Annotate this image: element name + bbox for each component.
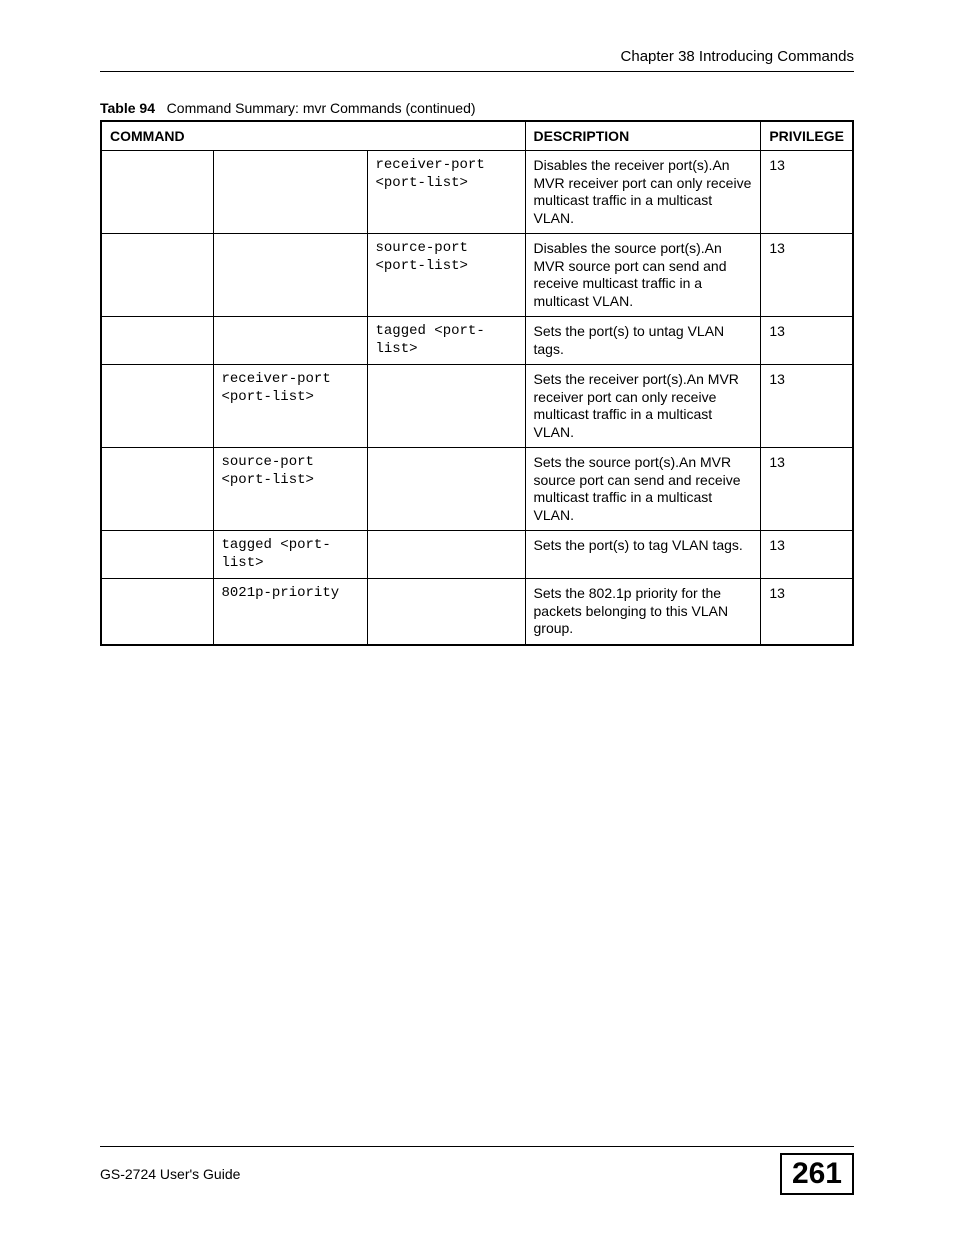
table-caption-text: Command Summary: mvr Commands (continued… — [167, 100, 476, 116]
page-container: Chapter 38 Introducing Commands Table 94… — [0, 0, 954, 1235]
header-description: DESCRIPTION — [525, 121, 761, 151]
priv-cell: 13 — [761, 151, 853, 234]
desc-cell: Sets the port(s) to tag VLAN tags. — [525, 531, 761, 579]
header-command: COMMAND — [101, 121, 525, 151]
footer-guide: GS-2724 User's Guide — [100, 1166, 240, 1182]
cmd-col-3 — [367, 579, 525, 645]
desc-cell: Sets the receiver port(s).An MVR receive… — [525, 365, 761, 448]
priv-cell: 13 — [761, 234, 853, 317]
page-number: 261 — [780, 1153, 854, 1195]
cmd-col-1 — [101, 365, 213, 448]
priv-cell: 13 — [761, 579, 853, 645]
table-caption: Table 94 Command Summary: mvr Commands (… — [100, 100, 854, 116]
table-row: source-port <port-list> Sets the source … — [101, 448, 853, 531]
cmd-col-1 — [101, 151, 213, 234]
cmd-col-2: receiver-port <port-list> — [213, 365, 367, 448]
header-row: Chapter 38 Introducing Commands — [100, 48, 854, 72]
desc-cell: Disables the source port(s).An MVR sourc… — [525, 234, 761, 317]
table-row: 8021p-priority Sets the 802.1p priority … — [101, 579, 853, 645]
cmd-col-1 — [101, 317, 213, 365]
cmd-col-2 — [213, 317, 367, 365]
table-row: receiver-port <port-list> Disables the r… — [101, 151, 853, 234]
header-privilege: PRIVILEGE — [761, 121, 853, 151]
desc-cell: Disables the receiver port(s).An MVR rec… — [525, 151, 761, 234]
footer: GS-2724 User's Guide 261 — [100, 1146, 854, 1195]
command-table: COMMAND DESCRIPTION PRIVILEGE receiver-p… — [100, 120, 854, 646]
table-row: tagged <port-list> Sets the port(s) to u… — [101, 317, 853, 365]
desc-cell: Sets the 802.1p priority for the packets… — [525, 579, 761, 645]
cmd-col-2 — [213, 151, 367, 234]
cmd-col-2 — [213, 234, 367, 317]
cmd-col-1 — [101, 448, 213, 531]
cmd-col-3 — [367, 365, 525, 448]
priv-cell: 13 — [761, 317, 853, 365]
desc-cell: Sets the port(s) to untag VLAN tags. — [525, 317, 761, 365]
table-header-row: COMMAND DESCRIPTION PRIVILEGE — [101, 121, 853, 151]
cmd-col-2: tagged <port-list> — [213, 531, 367, 579]
table-row: receiver-port <port-list> Sets the recei… — [101, 365, 853, 448]
priv-cell: 13 — [761, 448, 853, 531]
priv-cell: 13 — [761, 531, 853, 579]
cmd-col-1 — [101, 531, 213, 579]
priv-cell: 13 — [761, 365, 853, 448]
table-number: Table 94 — [100, 100, 155, 116]
table-row: tagged <port-list> Sets the port(s) to t… — [101, 531, 853, 579]
cmd-col-2: source-port <port-list> — [213, 448, 367, 531]
cmd-col-1 — [101, 234, 213, 317]
cmd-col-3: receiver-port <port-list> — [367, 151, 525, 234]
cmd-col-3: source-port <port-list> — [367, 234, 525, 317]
cmd-col-2: 8021p-priority — [213, 579, 367, 645]
chapter-title: Chapter 38 Introducing Commands — [100, 48, 854, 65]
cmd-col-3 — [367, 531, 525, 579]
footer-line: GS-2724 User's Guide 261 — [100, 1146, 854, 1195]
cmd-col-3: tagged <port-list> — [367, 317, 525, 365]
desc-cell: Sets the source port(s).An MVR source po… — [525, 448, 761, 531]
cmd-col-1 — [101, 579, 213, 645]
cmd-col-3 — [367, 448, 525, 531]
table-row: source-port <port-list> Disables the sou… — [101, 234, 853, 317]
